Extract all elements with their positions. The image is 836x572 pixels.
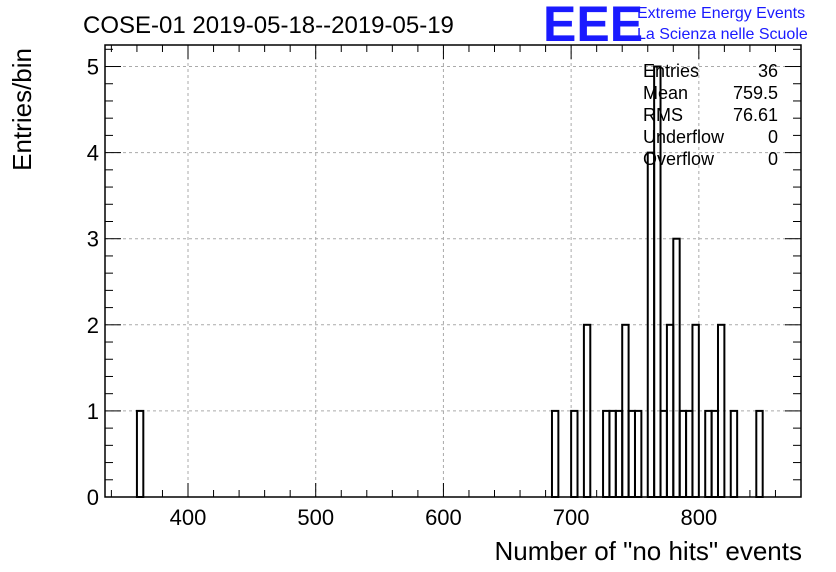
grid xyxy=(105,45,801,497)
x-tick-label: 600 xyxy=(425,505,462,530)
stat-label: Entries xyxy=(643,61,699,81)
logo-mark: EEE xyxy=(543,0,643,52)
axis-ticks xyxy=(105,45,802,498)
x-tick-label: 800 xyxy=(680,505,717,530)
histogram-bin xyxy=(550,409,560,498)
y-tick-label: 5 xyxy=(87,55,99,80)
stat-value: 36 xyxy=(758,61,778,81)
histogram-bin xyxy=(570,409,579,498)
y-tick-label: 0 xyxy=(87,485,99,510)
tick-labels: 400 500 600 700 800 0 1 2 3 4 5 xyxy=(87,55,717,530)
plot-frame xyxy=(104,44,802,498)
histogram-bin xyxy=(755,409,764,498)
logo-line1: Extreme Energy Events xyxy=(637,5,805,22)
stat-value: 759.5 xyxy=(733,83,778,103)
histogram-bin xyxy=(729,409,739,498)
stat-value: 0 xyxy=(768,127,778,147)
y-tick-label: 2 xyxy=(87,313,99,338)
x-tick-label: 400 xyxy=(170,505,207,530)
y-tick-label: 4 xyxy=(87,141,99,166)
x-axis-label: Number of "no hits" events xyxy=(495,536,803,566)
x-tick-label: 500 xyxy=(297,505,334,530)
eee-logo: EEE Extreme Energy Events La Scienza nel… xyxy=(543,0,808,52)
logo-line2: La Scienza nelle Scuole xyxy=(637,26,808,43)
histogram-bin xyxy=(633,409,643,498)
stat-label: RMS xyxy=(643,105,683,125)
stat-label: Underflow xyxy=(643,127,725,147)
y-tick-label: 3 xyxy=(87,227,99,252)
x-tick-label: 700 xyxy=(553,505,590,530)
chart-title: COSE-01 2019-05-18--2019-05-19 xyxy=(83,12,454,39)
histogram-bin xyxy=(716,323,726,498)
stats-box: Entries 36 Mean 759.5 RMS 76.61 Underflow 0 Over… xyxy=(643,61,778,169)
stat-value: 76.61 xyxy=(733,105,778,125)
histogram-bin xyxy=(135,409,145,498)
stat-value: 0 xyxy=(768,149,778,169)
stat-label: Overflow xyxy=(643,149,715,169)
y-axis-label: Entries/bin xyxy=(7,48,37,171)
y-tick-label: 1 xyxy=(87,399,99,424)
stat-label: Mean xyxy=(643,83,688,103)
